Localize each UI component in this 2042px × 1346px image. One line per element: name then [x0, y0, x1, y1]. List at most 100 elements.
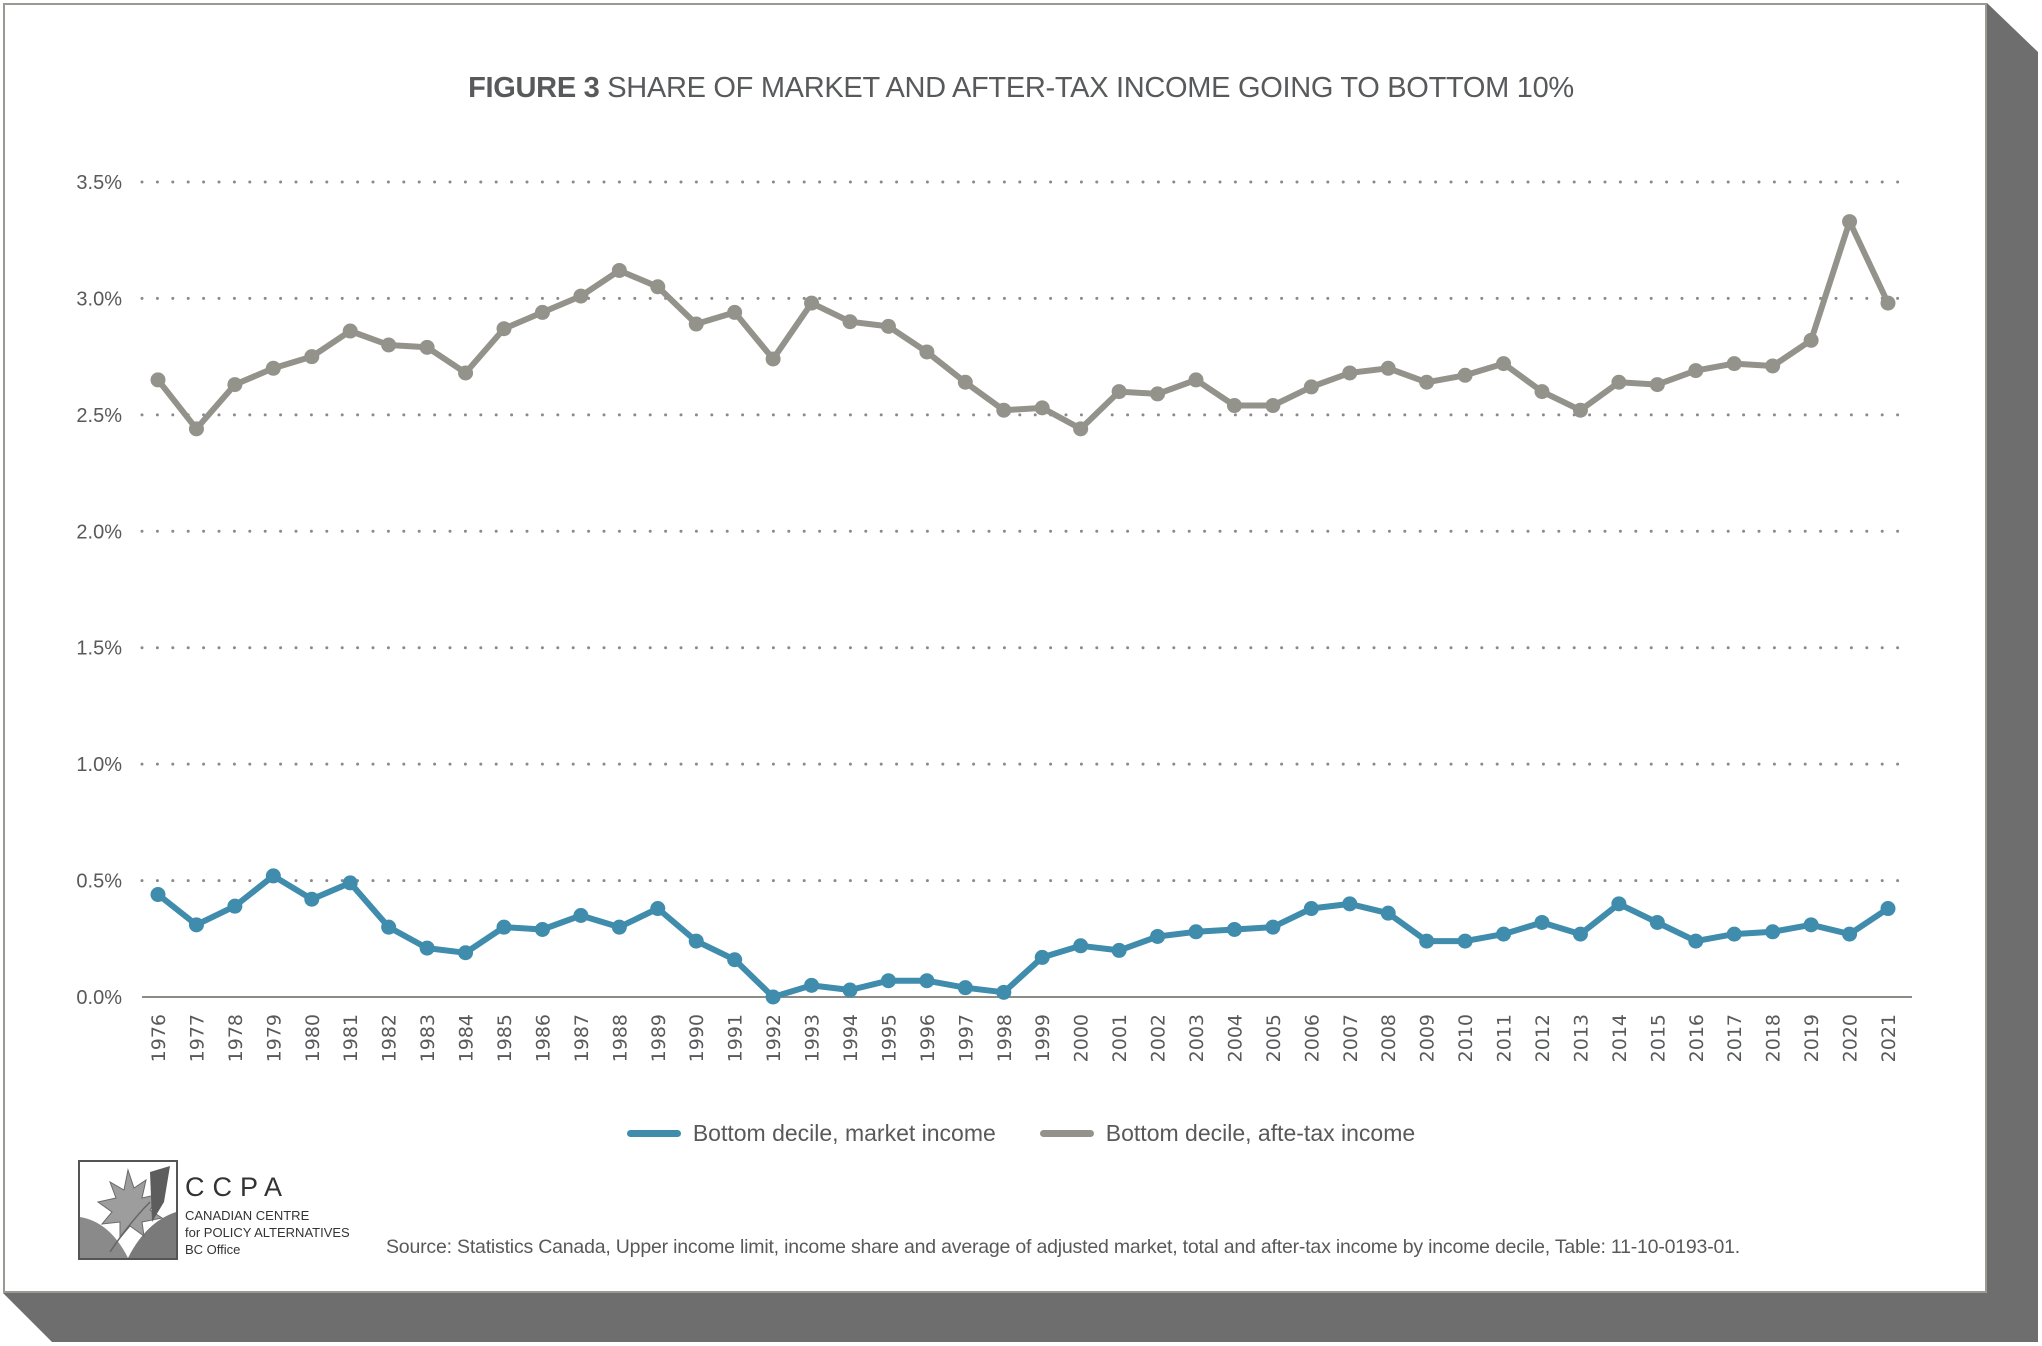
y-tick-label: 0.0% [76, 987, 122, 1009]
data-point [919, 973, 935, 989]
data-point [1111, 942, 1127, 958]
series [150, 214, 1896, 1005]
x-tick-label: 1976 [148, 1014, 170, 1062]
x-tick-label: 2012 [1532, 1014, 1554, 1062]
series-after-tax-income [150, 214, 1896, 437]
x-tick-label: 1986 [532, 1014, 554, 1062]
x-tick-label: 2014 [1609, 1014, 1631, 1062]
y-tick-label: 2.0% [76, 521, 122, 543]
data-point [842, 982, 858, 998]
data-point [1150, 386, 1166, 402]
data-point [611, 919, 627, 935]
data-point [458, 945, 474, 961]
data-point [996, 984, 1012, 1000]
x-tick-label: 1980 [302, 1014, 324, 1062]
legend-item-after-tax-income: Bottom decile, afte-tax income [1039, 1120, 1416, 1147]
data-point [1419, 933, 1435, 949]
x-tick-label: 2011 [1494, 1014, 1516, 1062]
data-point [1265, 919, 1281, 935]
legend-label: Bottom decile, afte-tax income [1105, 1120, 1416, 1146]
x-tick-label: 1996 [917, 1014, 939, 1062]
x-tick-label: 2002 [1148, 1014, 1170, 1062]
data-point [1034, 400, 1050, 416]
data-point [188, 917, 204, 933]
data-point [765, 351, 781, 367]
data-point [1688, 363, 1704, 379]
data-point [1111, 384, 1127, 400]
data-point [1226, 398, 1242, 414]
x-tick-label: 2008 [1378, 1014, 1400, 1062]
data-point [880, 973, 896, 989]
data-point [804, 977, 820, 993]
data-point [1188, 372, 1204, 388]
x-tick-label: 2000 [1071, 1014, 1093, 1062]
x-tick-label: 1991 [725, 1014, 747, 1062]
x-tick-label: 2005 [1263, 1014, 1285, 1062]
data-point [150, 372, 166, 388]
data-point [304, 349, 320, 365]
figure-title-text: SHARE OF MARKET AND AFTER-TAX INCOME GOI… [607, 72, 1574, 104]
data-point [1496, 926, 1512, 942]
data-point [1726, 926, 1742, 942]
data-point [1342, 365, 1358, 381]
y-tick-label: 1.0% [76, 754, 122, 776]
x-tick-label: 1979 [263, 1014, 285, 1062]
data-point [496, 919, 512, 935]
x-tick-label: 1981 [340, 1014, 362, 1062]
x-tick-label: 1982 [379, 1014, 401, 1062]
x-tick-label: 1987 [571, 1014, 593, 1062]
data-point [1226, 921, 1242, 937]
data-point [957, 980, 973, 996]
data-point [919, 344, 935, 360]
legend-label: Bottom decile, market income [692, 1120, 996, 1146]
y-tick-label: 1.5% [76, 638, 122, 660]
data-point [611, 262, 627, 278]
data-point [1534, 914, 1550, 930]
data-point [1380, 905, 1396, 921]
x-tick-label: 2018 [1763, 1014, 1785, 1062]
data-point [1649, 914, 1665, 930]
data-point [765, 989, 781, 1005]
data-point [804, 295, 820, 311]
x-tick-label: 1977 [186, 1014, 208, 1062]
x-tick-label: 2016 [1686, 1014, 1708, 1062]
data-point [227, 377, 243, 393]
x-tick-label: 2020 [1840, 1014, 1862, 1062]
data-point [1726, 356, 1742, 372]
data-point [1688, 933, 1704, 949]
y-tick-label: 2.5% [76, 405, 122, 427]
figure-card [3, 3, 1987, 1293]
data-point [381, 919, 397, 935]
x-tick-label: 2019 [1801, 1014, 1823, 1062]
series-line [156, 872, 1890, 1000]
data-point [1073, 421, 1089, 437]
logo-line-1: CANADIAN CENTRE [185, 1208, 310, 1223]
data-point [880, 318, 896, 334]
data-point [419, 940, 435, 956]
x-tick-label: 1997 [955, 1014, 977, 1062]
data-point [688, 933, 704, 949]
data-point [381, 337, 397, 353]
x-tick-label: 2007 [1340, 1014, 1362, 1062]
logo-line-2: for POLICY ALTERNATIVES [185, 1225, 350, 1240]
x-tick-label: 1983 [417, 1014, 439, 1062]
data-point [1265, 398, 1281, 414]
data-point [1765, 924, 1781, 940]
x-tick-label: 1978 [225, 1014, 247, 1062]
x-tick-label: 1994 [840, 1014, 862, 1062]
data-point [534, 304, 550, 320]
source-note: Source: Statistics Canada, Upper income … [386, 1236, 1740, 1258]
data-point [650, 279, 666, 295]
data-point [304, 891, 320, 907]
data-point [727, 952, 743, 968]
y-tick-label: 3.0% [76, 288, 122, 310]
data-point [1765, 358, 1781, 374]
data-point [957, 374, 973, 390]
x-tick-label: 1988 [609, 1014, 631, 1062]
data-point [1457, 367, 1473, 383]
data-point [650, 901, 666, 917]
data-point [188, 421, 204, 437]
ccpa-logo-icon [78, 1160, 178, 1260]
data-point [1073, 938, 1089, 954]
x-tick-label: 2017 [1724, 1014, 1746, 1062]
